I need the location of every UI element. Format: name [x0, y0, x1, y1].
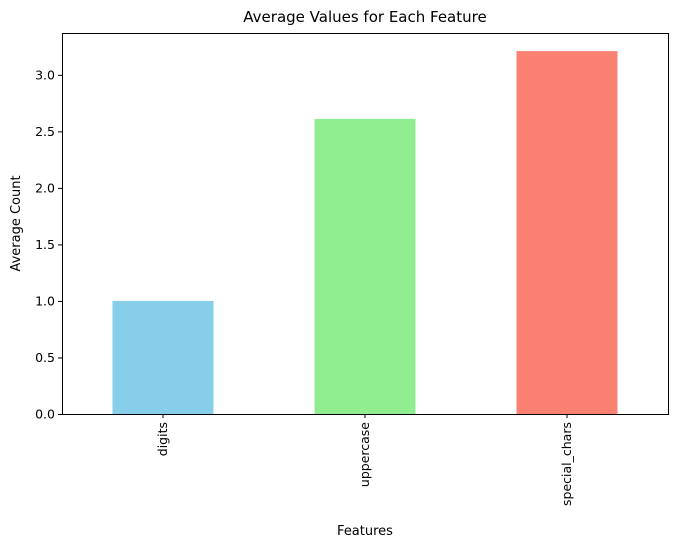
- bar-uppercase: [314, 118, 416, 414]
- y-tick-label: 3.0: [35, 67, 55, 82]
- x-tick-label: uppercase: [357, 422, 372, 487]
- x-tick-label: special_chars: [559, 422, 574, 506]
- chart-title: Average Values for Each Feature: [243, 8, 486, 26]
- y-tick-label: 2.0: [35, 180, 55, 195]
- y-tick-label: 1.5: [35, 237, 55, 252]
- x-axis-label: Features: [337, 524, 393, 539]
- y-axis-ticks: 0.0 0.5 1.0 1.5 2.0 2.5 3.0: [35, 67, 62, 422]
- y-tick-label: 0.0: [35, 407, 55, 422]
- bar-digits: [112, 300, 214, 414]
- y-tick-label: 0.5: [35, 350, 55, 365]
- bar-special-chars: [516, 51, 618, 414]
- y-tick-label: 2.5: [35, 124, 55, 139]
- plot-frame: [62, 33, 669, 415]
- bars-group: [112, 51, 618, 414]
- x-tick-label: digits: [155, 422, 170, 456]
- x-axis-ticks: digits uppercase special_chars: [155, 414, 574, 506]
- y-axis-label: Average Count: [9, 175, 24, 271]
- y-tick-label: 1.0: [35, 293, 55, 308]
